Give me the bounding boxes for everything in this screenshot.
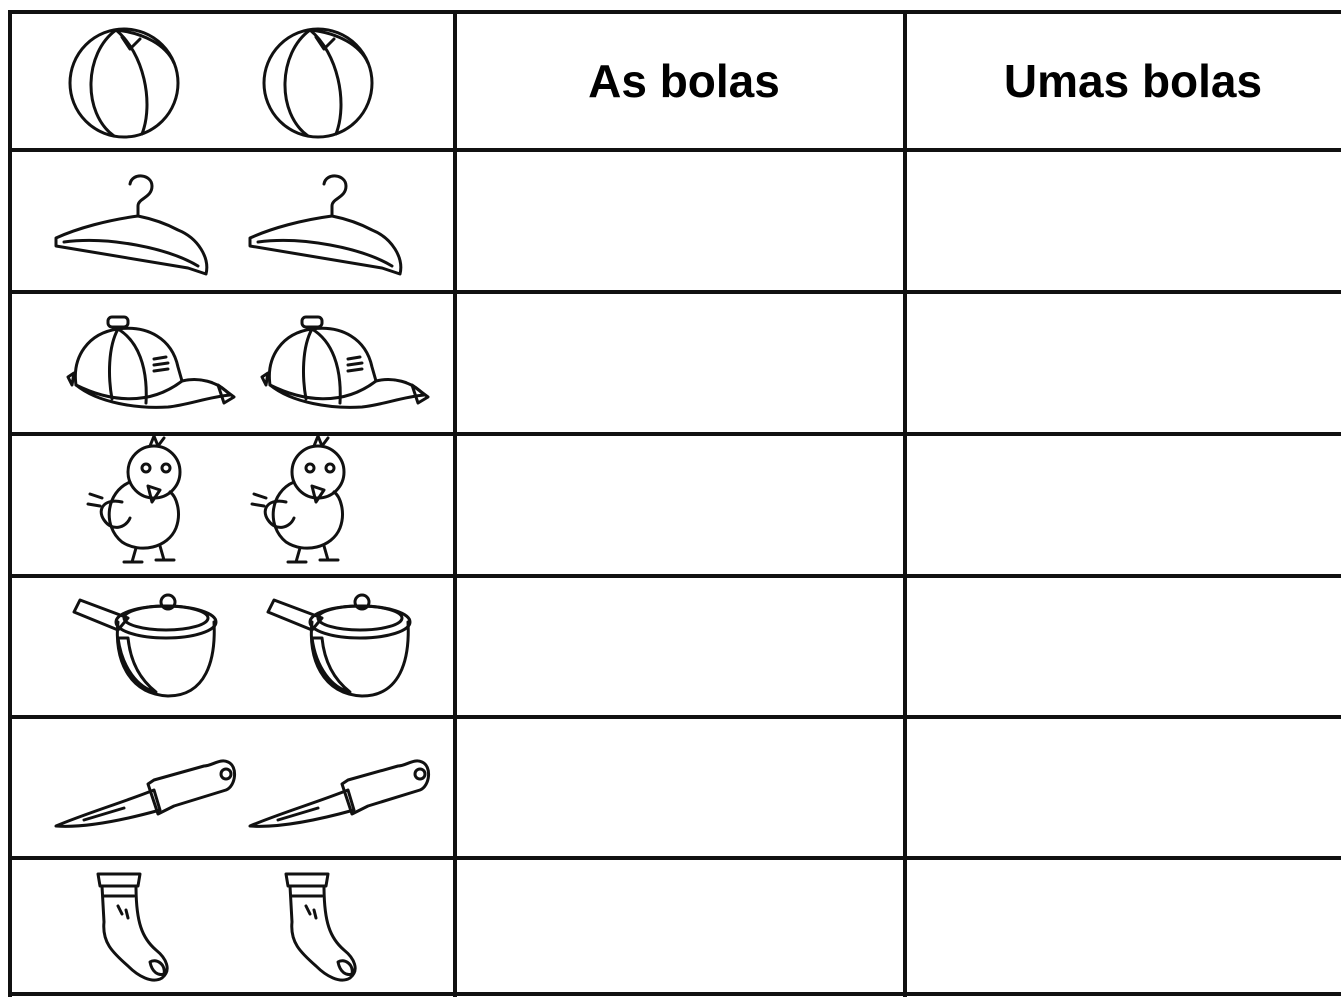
column-header: Umas bolas [1004,55,1262,107]
chick-icon [86,434,182,564]
table-grid [8,10,1341,997]
column-header: As bolas [588,55,780,107]
knife-icon [248,759,431,828]
pictures [54,27,431,982]
pot-icon [266,593,412,698]
cap-icon [260,315,430,409]
hanger-icon [248,174,403,276]
sock-icon [96,872,169,982]
sock-icon [284,872,357,982]
ball-icon [68,27,180,139]
ball-icon [262,27,374,139]
pot-icon [72,593,218,698]
hanger-icon [54,174,209,276]
knife-icon [54,759,237,828]
chick-icon [250,434,346,564]
cap-icon [66,315,236,409]
